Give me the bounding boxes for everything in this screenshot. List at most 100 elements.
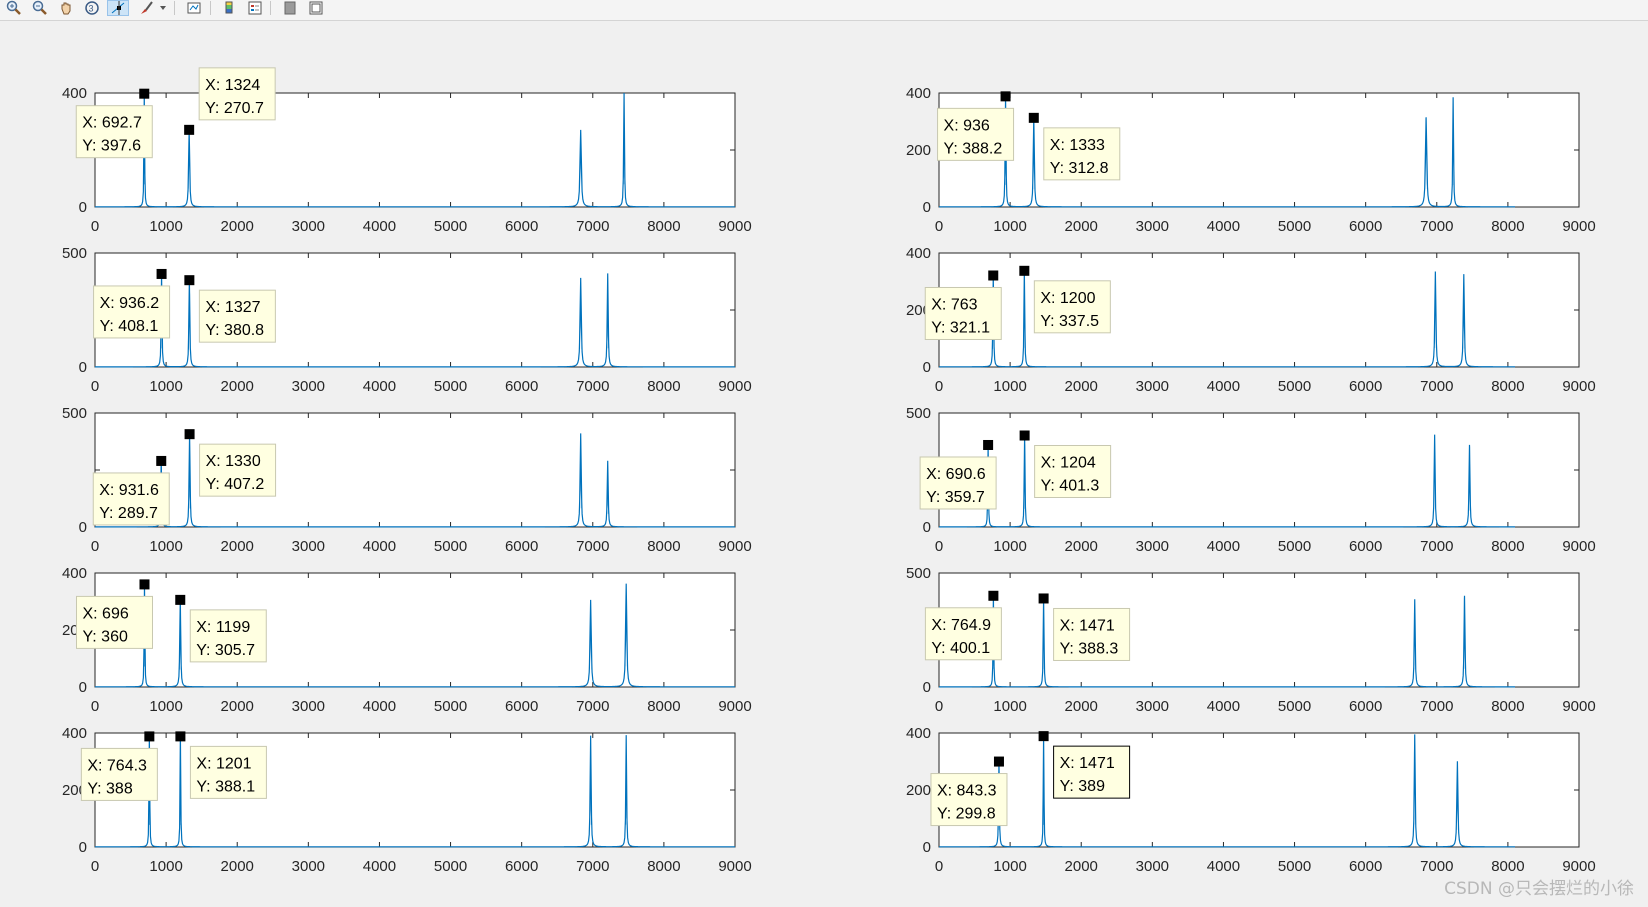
x-tick-label: 7000: [1420, 538, 1453, 555]
y-tick-label: 400: [62, 565, 87, 582]
x-tick-label: 2000: [221, 538, 254, 555]
x-tick-label: 1000: [149, 378, 182, 395]
datatip-x: X: 690.6: [926, 466, 986, 483]
datatip: X: 764.3 Y: 388: [80, 747, 158, 801]
x-tick-label: 9000: [718, 378, 751, 395]
y-tick-label: 0: [923, 839, 931, 856]
insert-legend-button[interactable]: [244, 0, 266, 16]
x-tick-label: 5000: [1278, 218, 1311, 235]
datatip-marker: [175, 594, 186, 605]
datatip-marker: [144, 731, 155, 742]
datatip-marker: [156, 455, 167, 466]
datatip-marker: [184, 275, 195, 286]
x-tick-label: 1000: [993, 218, 1026, 235]
y-tick-label: 500: [906, 565, 931, 582]
x-tick-label: 6000: [505, 698, 538, 715]
insert-colorbar-button[interactable]: [218, 0, 240, 16]
x-tick-label: 6000: [1349, 698, 1382, 715]
datatip-x: X: 1471: [1060, 617, 1115, 634]
datatip-marker: [1019, 430, 1030, 441]
datatip-marker: [983, 439, 994, 450]
datatip-box: [92, 472, 170, 526]
link-plot-button[interactable]: [183, 0, 205, 16]
y-tick-label: 500: [62, 405, 87, 422]
subplot-3: 0 1000 2000 3000 4000 5000 6000 7000 8000 9000 0 50…: [62, 245, 752, 395]
datatip: X: 1333 Y: 312.8: [1043, 127, 1121, 181]
zoom-in-button[interactable]: [3, 0, 25, 16]
x-tick-label: 2000: [221, 378, 254, 395]
x-tick-label: 2000: [1065, 218, 1098, 235]
datatip: X: 690.6 Y: 359.7: [919, 456, 997, 510]
datatip-box: [75, 105, 153, 159]
y-tick-label: 200: [906, 302, 931, 319]
x-tick-label: 8000: [647, 218, 680, 235]
datatip-marker: [988, 270, 999, 281]
datatip-marker: [184, 124, 195, 135]
datatip: X: 1327 Y: 380.8: [198, 289, 276, 343]
datatip-x: X: 1201: [196, 755, 251, 772]
x-tick-label: 0: [935, 218, 943, 235]
x-tick-label: 3000: [292, 698, 325, 715]
subplot-4: 0 1000 2000 3000 4000 5000 6000 7000 8000 9000 0 20…: [906, 245, 1596, 395]
x-tick-label: 1000: [149, 858, 182, 875]
datatip: X: 1200 Y: 337.5: [1033, 280, 1111, 334]
hide-plot-tools-button[interactable]: [279, 0, 301, 16]
datatip-box: [924, 286, 1002, 340]
pan-button[interactable]: [55, 0, 77, 16]
x-tick-label: 7000: [576, 858, 609, 875]
datatip: X: 843.3 Y: 299.8: [930, 773, 1008, 827]
datatip-box: [1053, 607, 1131, 661]
x-tick-label: 5000: [1278, 538, 1311, 555]
datatip-x: X: 1327: [205, 299, 260, 316]
x-tick-label: 8000: [647, 378, 680, 395]
x-tick-label: 0: [935, 538, 943, 555]
show-plot-tools-icon: [309, 1, 323, 15]
x-tick-label: 9000: [1562, 538, 1595, 555]
datatip-x: X: 936: [944, 117, 990, 134]
datatip: X: 763 Y: 321.1: [924, 286, 1002, 340]
x-tick-label: 5000: [1278, 698, 1311, 715]
x-tick-label: 7000: [1420, 858, 1453, 875]
y-tick-label: 0: [79, 839, 87, 856]
rotate-3d-button[interactable]: 3: [81, 0, 103, 16]
subplot-7: 0 1000 2000 3000 4000 5000 6000 7000 8000 9000020…: [62, 565, 752, 715]
brush-menu-button[interactable]: [157, 0, 169, 16]
subplot-5: 0 1000 2000 3000 4000 5000 6000 7000 8000 9000 0 50…: [62, 405, 752, 555]
axes-box: [94, 92, 736, 208]
x-tick-label: 5000: [1278, 378, 1311, 395]
x-tick-label: 0: [91, 378, 99, 395]
axes-box: [938, 732, 1580, 848]
data-cursor-button[interactable]: [107, 0, 129, 16]
y-tick-label: 0: [79, 199, 87, 216]
subplot-2: 0 1000 2000 3000 4000 5000 6000 7000 8000 9000 0 20…: [906, 85, 1596, 235]
x-tick-label: 3000: [1136, 378, 1169, 395]
x-tick-label: 3000: [292, 218, 325, 235]
datatip-x: X: 696: [82, 605, 128, 622]
x-tick-label: 1000: [149, 698, 182, 715]
x-tick-label: 9000: [1562, 378, 1595, 395]
x-tick-label: 4000: [1207, 698, 1240, 715]
x-tick-label: 1000: [149, 538, 182, 555]
datatip-box: [1043, 127, 1121, 181]
zoom-out-button[interactable]: [29, 0, 51, 16]
datatip-x: X: 1333: [1050, 137, 1105, 154]
datatip-marker: [156, 268, 167, 279]
datatip-box: [199, 443, 277, 497]
datatip-y: Y: 389: [1060, 778, 1105, 795]
x-tick-label: 0: [935, 698, 943, 715]
datatip-marker: [988, 590, 999, 601]
brush-button[interactable]: [135, 0, 157, 16]
x-tick-label: 7000: [1420, 218, 1453, 235]
y-tick-label: 500: [906, 405, 931, 422]
datatip-y: Y: 400.1: [931, 640, 990, 657]
show-plot-tools-button[interactable]: [305, 0, 327, 16]
subplot-10: 0 1000 2000 3000 4000 5000 6000 7000 8000 9000 0 20…: [906, 725, 1596, 875]
datatip-y: Y: 380.8: [205, 322, 264, 339]
datatip: X: 1330 Y: 407.2: [199, 443, 277, 497]
x-tick-label: 0: [935, 858, 943, 875]
datatip-y: Y: 299.8: [937, 806, 996, 823]
datatip: X: 936 Y: 388.2: [937, 107, 1015, 161]
x-tick-label: 3000: [1136, 698, 1169, 715]
y-tick-label: 500: [62, 245, 87, 262]
